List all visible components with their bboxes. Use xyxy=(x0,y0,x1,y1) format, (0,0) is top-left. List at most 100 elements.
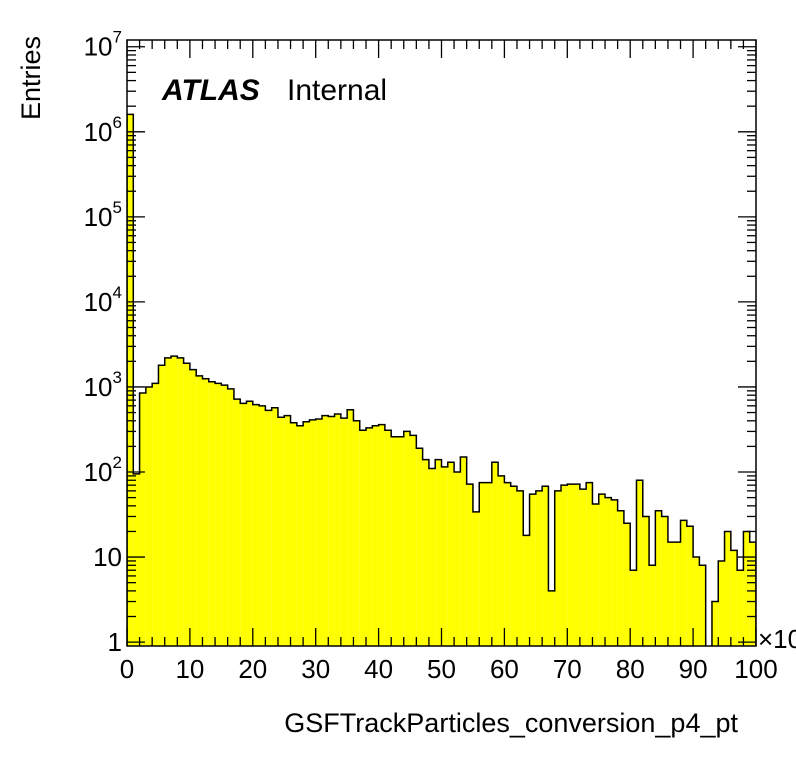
y-tick-label: 105 xyxy=(84,198,122,232)
histogram-bar xyxy=(240,403,247,646)
histogram-bar xyxy=(743,531,750,646)
histogram-bar xyxy=(523,535,530,646)
histogram-bar xyxy=(196,375,203,646)
x-tick-label: 60 xyxy=(490,654,519,684)
histogram-bar xyxy=(749,542,756,646)
histogram-bar xyxy=(252,404,260,646)
histogram-bar xyxy=(422,459,429,646)
histogram-bar xyxy=(296,425,304,646)
histogram-bar xyxy=(221,385,228,646)
histogram-bar xyxy=(605,497,612,646)
histogram-bar xyxy=(516,490,524,646)
histogram-bar xyxy=(485,482,492,646)
histogram-bar xyxy=(271,407,278,646)
histogram-bar xyxy=(498,475,505,646)
x-tick-label: 10 xyxy=(175,654,204,684)
histogram-bar xyxy=(284,415,291,646)
x-tick-labels: 0 10 20 30 40 50 60 70 80 90 100 xyxy=(120,654,778,684)
x-axis-title: GSFTrackParticles_conversion_p4_pt xyxy=(284,708,738,738)
y-tick-labels: 1 10 102 103 104 105 106 107 xyxy=(84,28,122,657)
histogram-bar xyxy=(315,418,322,646)
histogram-bar xyxy=(171,356,178,646)
x-tick-label: 80 xyxy=(616,654,645,684)
histogram-bar xyxy=(202,378,209,646)
y-tick-label: 107 xyxy=(84,28,122,62)
histogram-bar xyxy=(680,520,687,646)
histogram-bar xyxy=(139,392,146,646)
histogram-bar xyxy=(636,480,643,646)
histogram-bar xyxy=(693,557,700,646)
y-tick-label: 10 xyxy=(93,542,122,572)
x-tick-label: 100 xyxy=(734,654,777,684)
histogram-bar xyxy=(372,425,379,646)
histogram-bar xyxy=(611,499,618,646)
y-tick-label: 1 xyxy=(108,627,122,657)
histogram-bar xyxy=(529,494,536,646)
histogram-bar xyxy=(334,414,341,646)
y-tick-label: 104 xyxy=(84,283,122,317)
histogram-bar xyxy=(718,560,725,646)
histogram-bar xyxy=(504,482,511,646)
histogram-bar xyxy=(290,422,297,646)
x-multiplier-label: ×10 xyxy=(758,624,796,654)
histogram-bar xyxy=(359,430,367,646)
histogram-bar xyxy=(321,415,329,646)
histogram-bar xyxy=(183,363,190,646)
axis-ticks xyxy=(126,40,757,646)
histogram-bar xyxy=(447,462,455,646)
histogram-bar xyxy=(649,565,656,646)
histogram-bar xyxy=(674,542,681,646)
histogram-bar xyxy=(617,510,624,646)
histogram-bar xyxy=(661,516,668,646)
histogram-bar xyxy=(428,468,436,646)
histogram-bar xyxy=(699,565,706,646)
histogram-bar xyxy=(623,523,631,646)
x-tick-label: 20 xyxy=(238,654,267,684)
histogram-bar xyxy=(277,417,285,646)
x-tick-label: 70 xyxy=(553,654,582,684)
histogram-bar xyxy=(246,401,253,646)
histogram-bar xyxy=(454,472,461,646)
atlas-label: ATLAS xyxy=(161,74,260,107)
x-tick-label: 50 xyxy=(427,654,456,684)
histogram-bar xyxy=(737,570,744,646)
histogram-bar xyxy=(265,410,272,646)
histogram-bar xyxy=(410,435,417,646)
histogram-bar xyxy=(554,490,562,646)
histogram-bar xyxy=(145,386,153,646)
histogram-bar xyxy=(535,490,543,646)
x-tick-label: 90 xyxy=(679,654,708,684)
histogram-bar xyxy=(711,601,719,646)
histogram-bar xyxy=(460,457,467,646)
histogram-bars xyxy=(127,114,756,646)
y-tick-label: 106 xyxy=(84,113,122,147)
histogram-bar xyxy=(384,430,392,646)
histogram-bar xyxy=(724,531,731,646)
histogram-bar xyxy=(491,462,499,646)
histogram-bar xyxy=(215,383,222,646)
histogram-bar xyxy=(164,357,172,646)
histogram-bar xyxy=(208,381,216,646)
histogram-bar xyxy=(366,427,373,646)
histogram-bar xyxy=(403,431,411,646)
histogram-bar xyxy=(177,357,184,646)
histogram-bar xyxy=(567,484,574,646)
internal-label: Internal xyxy=(287,74,387,107)
histogram-bar xyxy=(466,484,473,646)
histogram-bar xyxy=(592,504,599,646)
histogram-bar xyxy=(561,485,568,646)
histogram-bar xyxy=(686,526,694,646)
histogram-bar xyxy=(391,436,398,646)
histogram-bar xyxy=(642,516,650,646)
histogram-bar xyxy=(435,459,442,646)
histogram-bar xyxy=(416,448,423,646)
histogram-outline xyxy=(127,113,756,646)
x-tick-label: 40 xyxy=(364,654,393,684)
histogram-bar xyxy=(227,388,234,646)
histogram-bar xyxy=(189,369,197,646)
histogram-bar xyxy=(158,365,165,646)
histogram-bar xyxy=(548,590,555,646)
histogram-bar xyxy=(378,424,385,646)
histogram-bar xyxy=(397,436,404,646)
